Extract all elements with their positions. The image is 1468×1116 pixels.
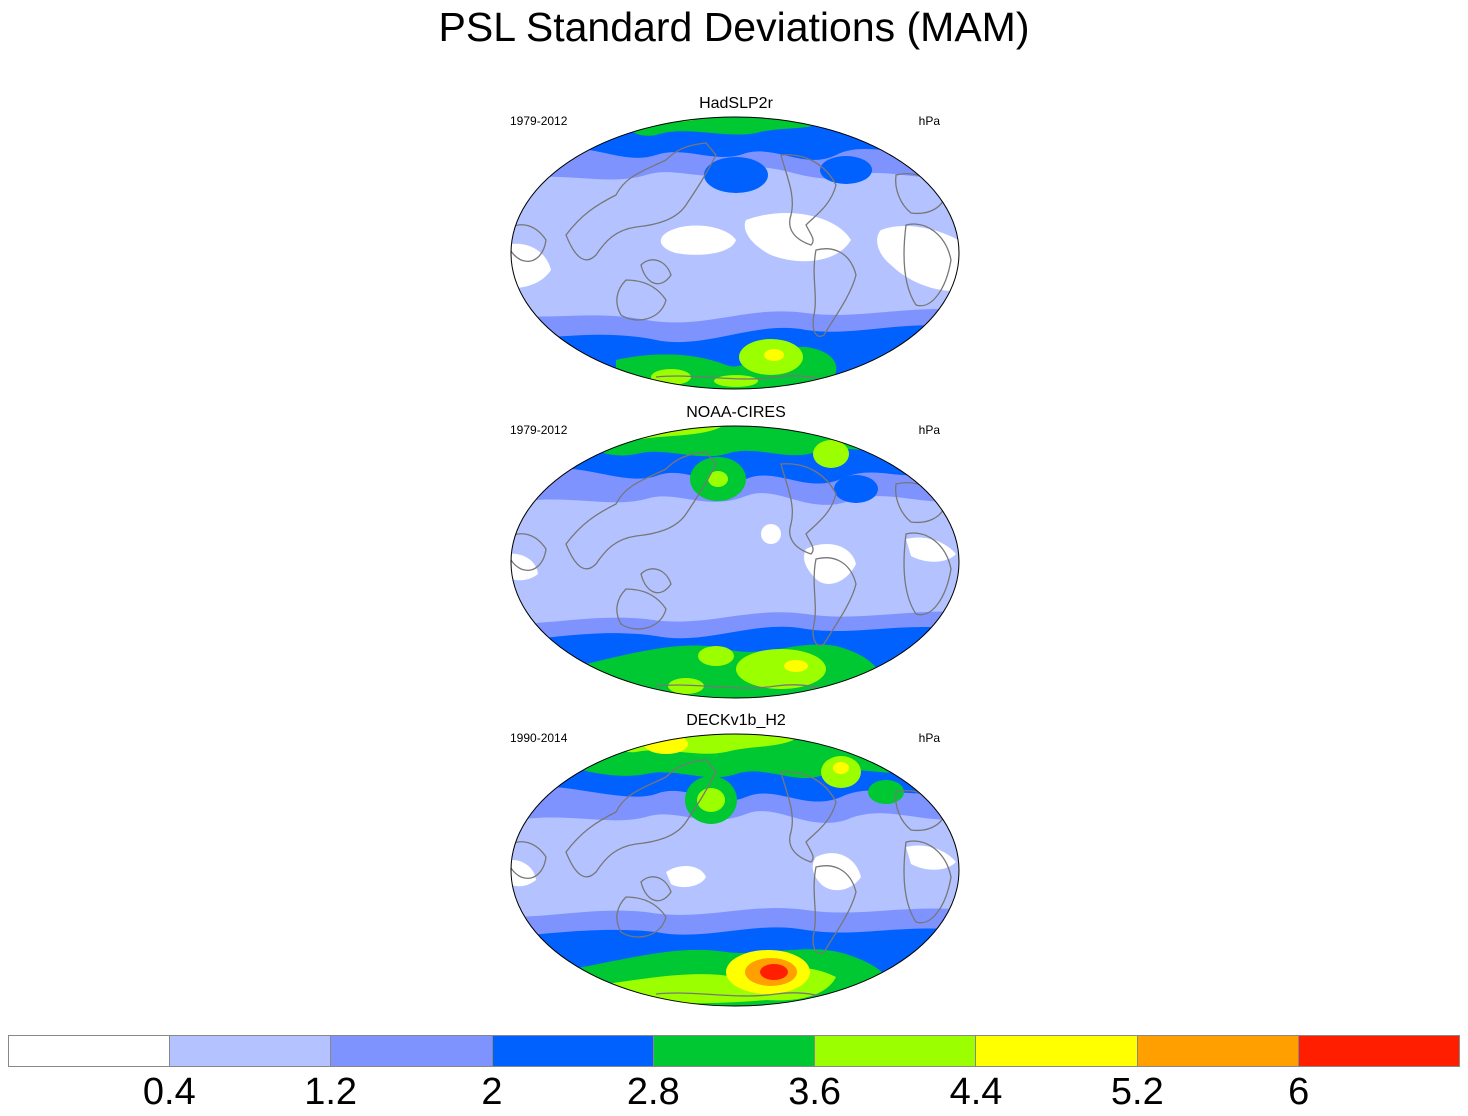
colorbar-swatch [170, 1036, 332, 1066]
colorbar-swatch [331, 1036, 493, 1066]
colorbar-tick-label: 3.6 [788, 1071, 842, 1113]
colorbar-swatch [653, 1036, 816, 1066]
colorbar-tick-label: 2 [481, 1071, 503, 1113]
map-panel-deckv1b-h2: DECKv1b_H2 1990-2014 hPa [506, 712, 966, 1012]
colorbar-swatch [1137, 1036, 1299, 1066]
colorbar-tick-label: 6 [1288, 1071, 1310, 1113]
panel-title: NOAA-CIRES [686, 404, 786, 421]
panel-period: 1979-2012 [510, 423, 568, 437]
colorbar-swatch [1298, 1036, 1459, 1066]
panel-period: 1990-2014 [510, 731, 568, 745]
map-panel-hadslp2r: HadSLP2r 1979-2012 hPa [506, 95, 966, 395]
panel-units: hPa [918, 731, 940, 745]
world-map-noaa-cires [510, 425, 960, 699]
colorbar-tick-label: 0.4 [142, 1071, 196, 1113]
figure-title: PSL Standard Deviations (MAM) [438, 4, 1030, 50]
panel-units: hPa [918, 423, 940, 437]
map-panel-noaa-cires: NOAA-CIRES 1979-2012 hPa [506, 404, 966, 704]
colorbar-tick-label: 4.4 [949, 1071, 1003, 1113]
colorbar-tick-label: 2.8 [626, 1071, 680, 1113]
colorbar-swatch [815, 1036, 977, 1066]
panel-units: hPa [918, 114, 940, 128]
colorbar-swatch [976, 1036, 1138, 1066]
panel-title: HadSLP2r [699, 95, 773, 112]
world-map-hadslp2r [510, 116, 960, 390]
colorbar-tick-label: 1.2 [304, 1071, 358, 1113]
colorbar-tick-label: 5.2 [1110, 1071, 1164, 1113]
colorbar-swatch [492, 1036, 654, 1066]
panel-period: 1979-2012 [510, 114, 568, 128]
world-map-deckv1b-h2 [510, 733, 960, 1007]
colorbar-swatch [9, 1036, 171, 1066]
colorbar [8, 1035, 1460, 1067]
panel-title: DECKv1b_H2 [686, 712, 786, 729]
